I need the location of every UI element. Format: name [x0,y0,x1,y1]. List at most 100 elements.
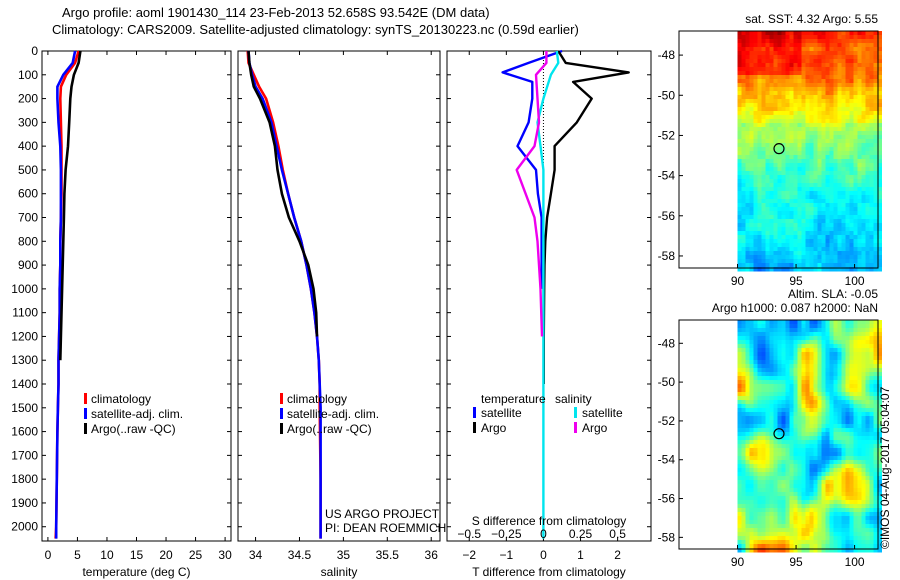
heatmap-cell [869,239,875,244]
heatmap-cell [745,432,751,437]
heatmap-cell [833,127,839,132]
heatmap-cell [845,171,851,176]
heatmap-cell [865,235,871,240]
heatmap-cell [865,452,871,457]
heatmap-cell [857,227,863,232]
heatmap-cell [753,356,759,361]
heatmap-cell [829,207,835,212]
heatmap-cell [765,512,771,517]
heatmap-cell [761,99,767,104]
difference-series-salinity-satellite [536,50,560,539]
heatmap-cell [761,51,767,56]
heatmap-cell [821,79,827,84]
heatmap-cell [761,259,767,264]
heatmap-cell [805,231,811,236]
heatmap-cell [757,179,763,184]
heatmap-cell [761,255,767,260]
heatmap-cell [833,388,839,393]
heatmap-cell [861,175,867,180]
heatmap-cell [869,452,875,457]
heatmap-cell [813,492,819,497]
heatmap-cell [765,448,771,453]
heatmap-cell [825,440,831,445]
heatmap-cell [877,404,883,409]
heatmap-cell [765,131,771,136]
heatmap-cell [869,456,875,461]
heatmap-cell [737,332,743,337]
heatmap-cell [877,540,883,545]
heatmap-cell [837,460,843,465]
heatmap-cell [741,404,747,409]
heatmap-cell [801,356,807,361]
heatmap-cell [861,111,867,116]
heatmap-cell [777,235,783,240]
heatmap-cell [817,436,823,441]
heatmap-cell [805,95,811,100]
heatmap-cell [849,508,855,513]
heatmap-cell [865,39,871,44]
depth-tick-label: 600 [18,187,38,201]
heatmap-cell [821,544,827,549]
heatmap-cell [745,171,751,176]
heatmap-cell [861,392,867,397]
heatmap-cell [857,376,863,381]
heatmap-cell [777,163,783,168]
heatmap-cell [789,183,795,188]
heatmap-cell [773,544,779,549]
sla_map-title: Altim. SLA: -0.05 [788,287,878,301]
heatmap-cell [825,368,831,373]
heatmap-cell [761,119,767,124]
heatmap-cell [853,155,859,160]
heatmap-cell [833,532,839,537]
heatmap-cell [761,187,767,192]
heatmap-cell [757,95,763,100]
heatmap-cell [837,540,843,545]
heatmap-cell [793,247,799,252]
heatmap-cell [757,171,763,176]
heatmap-cell [813,139,819,144]
heatmap-cell [785,175,791,180]
heatmap-cell [761,396,767,401]
heatmap-cell [797,432,803,437]
heatmap-cell [809,384,815,389]
heatmap-cell [801,532,807,537]
heatmap-cell [821,404,827,409]
heatmap-cell [853,452,859,457]
heatmap-cell [849,227,855,232]
heatmap-cell [853,532,859,537]
heatmap-cell [845,500,851,505]
heatmap-cell [773,139,779,144]
heatmap-cell [845,404,851,409]
heatmap-cell [837,223,843,228]
heatmap-cell [765,508,771,513]
heatmap-cell [793,376,799,381]
heatmap-cell [849,500,855,505]
heatmap-cell [797,99,803,104]
heatmap-cell [797,235,803,240]
heatmap-cell [813,155,819,160]
heatmap-cell [845,267,851,272]
heatmap-cell [793,428,799,433]
heatmap-cell [845,352,851,357]
heatmap-cell [753,476,759,481]
heatmap-cell [841,348,847,353]
heatmap-cell [765,235,771,240]
heatmap-cell [853,43,859,48]
heatmap-cell [869,364,875,369]
heatmap-cell [837,516,843,521]
heatmap-cell [857,528,863,533]
heatmap-cell [805,251,811,256]
heatmap-cell [749,404,755,409]
heatmap-cell [757,59,763,64]
heatmap-cell [777,83,783,88]
heatmap-cell [777,251,783,256]
heatmap-cell [801,147,807,152]
heatmap-cell [805,420,811,425]
heatmap-cell [741,420,747,425]
heatmap-cell [813,324,819,329]
heatmap-cell [745,460,751,465]
heatmap-cell [869,480,875,485]
heatmap-cell [773,508,779,513]
heatmap-cell [825,51,831,56]
heatmap-cell [737,167,743,172]
